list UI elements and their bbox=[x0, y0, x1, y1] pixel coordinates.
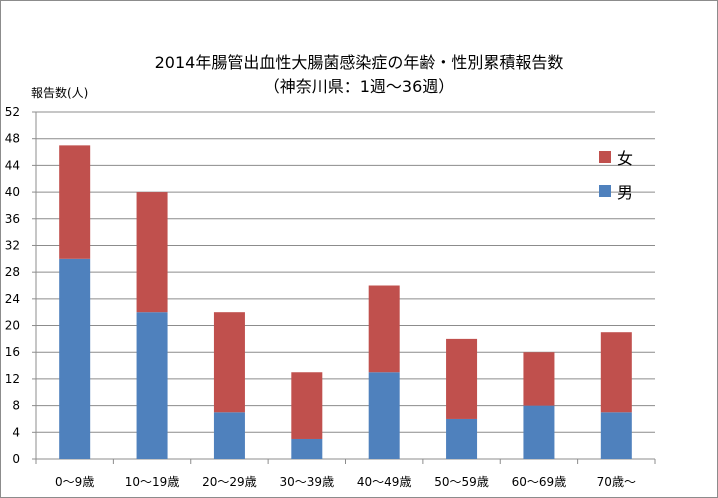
y-tick-label: 8 bbox=[12, 399, 20, 413]
x-tick-label: 20～29歳 bbox=[202, 475, 257, 489]
bar-segment-female bbox=[368, 285, 400, 373]
legend-label: 女 bbox=[617, 149, 633, 168]
y-tick-label: 44 bbox=[5, 158, 20, 172]
y-tick-label: 24 bbox=[5, 292, 20, 306]
y-tick-label: 12 bbox=[5, 372, 20, 386]
y-tick-label: 48 bbox=[5, 132, 20, 146]
bar-segment-female bbox=[291, 372, 323, 439]
bar-segment-male bbox=[368, 372, 400, 459]
y-tick-label: 28 bbox=[5, 265, 20, 279]
y-tick-label: 20 bbox=[5, 319, 20, 333]
y-tick-label: 0 bbox=[12, 452, 20, 466]
bar-segment-male bbox=[291, 438, 323, 459]
legend-swatch bbox=[599, 151, 611, 163]
x-tick-label: 50～59歳 bbox=[434, 475, 489, 489]
bar-segment-female bbox=[136, 192, 168, 313]
x-tick-label: 0～9歳 bbox=[55, 475, 94, 489]
legend-label: 男 bbox=[617, 183, 633, 202]
y-tick-label: 36 bbox=[5, 212, 20, 226]
chart-title: 2014年腸管出血性大腸菌感染症の年齢・性別累積報告数 bbox=[154, 53, 564, 72]
y-tick-label: 16 bbox=[5, 345, 20, 359]
y-axis-label: 報告数(人) bbox=[31, 86, 89, 100]
bar-segment-female bbox=[446, 338, 478, 419]
bar-segment-male bbox=[213, 412, 245, 459]
bar-segment-male bbox=[600, 412, 632, 459]
bar-segment-female bbox=[213, 312, 245, 413]
chart-subtitle: （神奈川県：1週～36週） bbox=[263, 77, 455, 96]
x-tick-label: 70歳～ bbox=[597, 475, 636, 489]
x-tick-label: 40～49歳 bbox=[357, 475, 412, 489]
bar-segment-male bbox=[446, 418, 478, 459]
x-tick-label: 60～69歳 bbox=[512, 475, 567, 489]
bar-segment-male bbox=[523, 405, 555, 459]
y-tick-label: 32 bbox=[5, 238, 20, 252]
bar-segment-female bbox=[59, 145, 91, 259]
x-tick-label: 10～19歳 bbox=[125, 475, 180, 489]
bar-segment-female bbox=[600, 332, 632, 413]
y-tick-label: 4 bbox=[12, 425, 20, 439]
bar-segment-female bbox=[523, 352, 555, 406]
y-tick-label: 52 bbox=[5, 105, 20, 119]
y-tick-label: 40 bbox=[5, 185, 20, 199]
legend-swatch bbox=[599, 185, 611, 197]
bar-segment-male bbox=[136, 312, 168, 459]
x-tick-label: 30～39歳 bbox=[280, 475, 335, 489]
bar-segment-male bbox=[59, 258, 91, 459]
